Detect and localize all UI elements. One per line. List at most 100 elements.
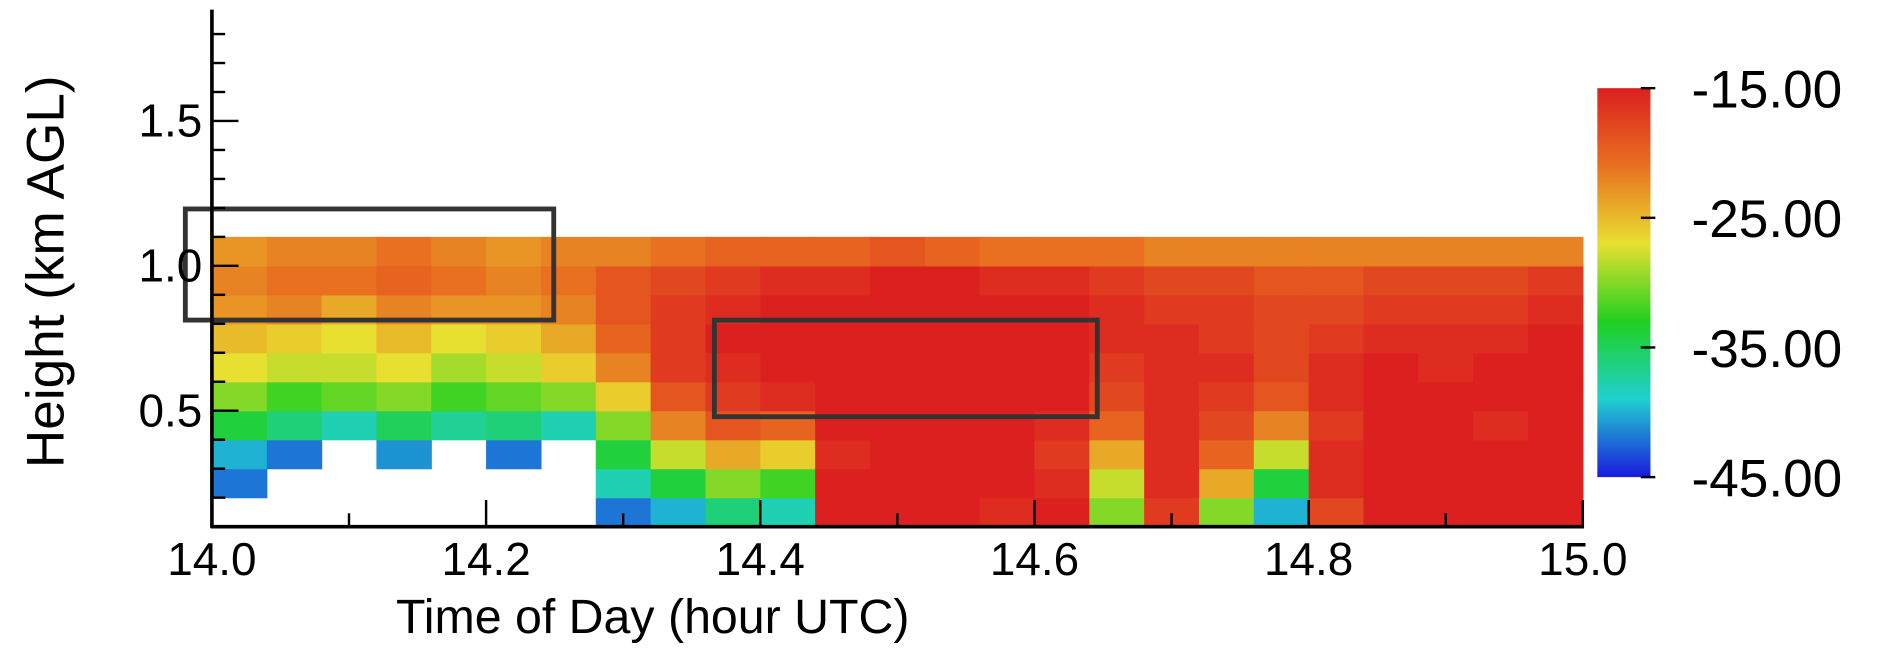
heatmap-cell xyxy=(376,265,432,296)
heatmap-cell xyxy=(1363,294,1419,325)
heatmap-cell xyxy=(815,468,871,499)
heatmap-cell xyxy=(540,352,597,383)
heatmap-cell xyxy=(1198,468,1255,499)
heatmap-cell xyxy=(1144,265,1200,296)
heatmap-cell xyxy=(760,439,816,470)
heatmap-cell xyxy=(1144,439,1200,470)
heatmap-cell xyxy=(1473,468,1529,499)
heatmap-cell xyxy=(1198,236,1255,267)
heatmap-cell xyxy=(486,236,542,267)
heatmap-cell xyxy=(1034,381,1090,412)
heatmap-cell xyxy=(540,381,597,412)
heatmap-cell xyxy=(1253,236,1310,267)
heatmap-cell xyxy=(924,265,981,296)
heatmap-cell xyxy=(595,294,652,325)
heatmap-cell xyxy=(321,410,378,441)
highlight-box xyxy=(182,206,557,323)
heatmap-cell xyxy=(1363,265,1419,296)
heatmap-cell xyxy=(979,468,1036,499)
heatmap-cell xyxy=(266,265,323,296)
heatmap-cell xyxy=(1528,323,1584,354)
heatmap-cell xyxy=(1089,236,1145,267)
heatmap-cell xyxy=(486,265,542,296)
heatmap-cell xyxy=(1308,236,1365,267)
heatmap-cell xyxy=(1198,439,1255,470)
heatmap-cell xyxy=(1418,323,1474,354)
heatmap-cell xyxy=(486,381,542,412)
heatmap-cell xyxy=(1418,236,1474,267)
heatmap-cell xyxy=(1308,439,1365,470)
colorbar-tick-label: -25.00 xyxy=(1692,190,1843,249)
x-tick-label: 14.6 xyxy=(990,533,1079,585)
heatmap-cell xyxy=(486,352,542,383)
heatmap-cell xyxy=(266,323,323,354)
colorbar-tick-label: -45.00 xyxy=(1692,449,1843,508)
heatmap-cell xyxy=(979,497,1036,528)
heatmap-cell xyxy=(486,410,542,441)
heatmap-cell xyxy=(1144,236,1200,267)
heatmap-cell xyxy=(1363,381,1419,412)
heatmap-cell xyxy=(211,236,268,267)
heatmap-cell xyxy=(1418,352,1474,383)
heatmap-cell xyxy=(1528,236,1584,267)
heatmap-cell xyxy=(1473,381,1529,412)
heatmap-cell xyxy=(1308,323,1365,354)
heatmap-cell xyxy=(1198,410,1255,441)
heatmap-cell xyxy=(869,439,926,470)
heatmap-cell xyxy=(1198,497,1255,528)
heatmap-cell xyxy=(1253,497,1310,528)
heatmap-cell xyxy=(1089,497,1145,528)
heatmap-cell xyxy=(1528,294,1584,325)
heatmap-cell xyxy=(650,265,707,296)
heatmap-cell xyxy=(1144,410,1200,441)
heatmap-cell xyxy=(705,265,761,296)
heatmap-cell xyxy=(979,439,1036,470)
heatmap-cell xyxy=(979,323,1036,354)
heatmap-cell xyxy=(650,410,707,441)
heatmap-cell xyxy=(1528,468,1584,499)
heatmap-cell xyxy=(321,236,378,267)
heatmap-cell xyxy=(924,497,981,528)
heatmap-cell xyxy=(595,468,652,499)
heatmap-cell xyxy=(595,323,652,354)
heatmap-cell xyxy=(1473,352,1529,383)
heatmap-cell xyxy=(815,381,871,412)
highlight-box xyxy=(711,317,1100,420)
heatmap-cell xyxy=(650,439,707,470)
heatmap-cell xyxy=(376,410,432,441)
heatmap-cell xyxy=(1363,497,1419,528)
heatmap-cell xyxy=(1198,265,1255,296)
heatmap-cell xyxy=(595,381,652,412)
heatmap-cell xyxy=(1473,323,1529,354)
heatmap-cell xyxy=(650,352,707,383)
heatmap-cell xyxy=(211,323,268,354)
heatmap-cell xyxy=(869,381,926,412)
heatmap-cell xyxy=(979,352,1036,383)
heatmap-cell xyxy=(1253,410,1310,441)
heatmap-cell xyxy=(815,323,871,354)
heatmap-cell xyxy=(1528,265,1584,296)
heatmap-cell xyxy=(760,381,816,412)
heatmap-cell xyxy=(1089,439,1145,470)
heatmap-cell xyxy=(1418,468,1474,499)
heatmap-cell xyxy=(1253,352,1310,383)
heatmap-cell xyxy=(1308,352,1365,383)
heatmap-cell xyxy=(979,265,1036,296)
heatmap xyxy=(211,236,1584,528)
heatmap-cell xyxy=(650,294,707,325)
heatmap-cell xyxy=(486,323,542,354)
heatmap-cell xyxy=(979,236,1036,267)
heatmap-cell xyxy=(815,439,871,470)
heatmap-cell xyxy=(1528,381,1584,412)
heatmap-cell xyxy=(1473,497,1529,528)
heatmap-cell xyxy=(211,352,268,383)
heatmap-cell xyxy=(1363,410,1419,441)
heatmap-cell xyxy=(1308,497,1365,528)
heatmap-cell xyxy=(650,323,707,354)
heatmap-cell xyxy=(760,497,816,528)
heatmap-cell xyxy=(1363,439,1419,470)
y-tick-label: 0.5 xyxy=(138,384,202,436)
heatmap-cell xyxy=(650,468,707,499)
heatmap-cell xyxy=(869,352,926,383)
heatmap-cell xyxy=(924,468,981,499)
